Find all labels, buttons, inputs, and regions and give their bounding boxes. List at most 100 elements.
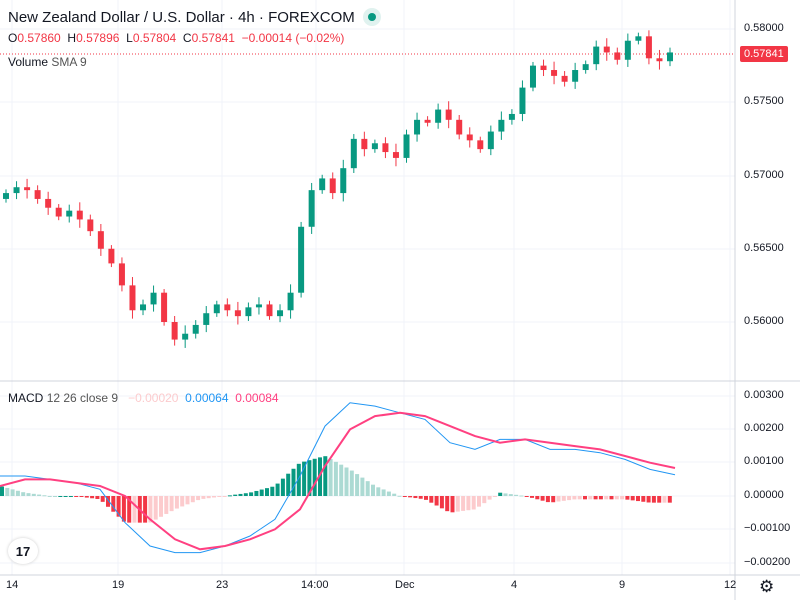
macd-histogram-bar <box>598 496 603 500</box>
macd-histogram-bar <box>434 496 439 506</box>
macd-histogram-bar <box>233 494 238 496</box>
macd-histogram-bar <box>540 496 545 501</box>
macd-histogram-bar <box>492 496 497 497</box>
candle <box>603 46 610 53</box>
macd-histogram-bar <box>58 496 63 497</box>
macd-histogram-bar <box>567 496 572 501</box>
ohlc-legend: O0.57860 H0.57896 L0.57804 C0.57841 −0.0… <box>8 31 345 45</box>
macd-histogram-bar <box>408 496 413 498</box>
macd-histogram-bar <box>270 486 275 496</box>
candle <box>403 134 410 158</box>
macd-histogram-bar <box>646 496 651 503</box>
macd-histogram-bar <box>100 496 105 502</box>
macd-histogram-bar <box>159 496 163 517</box>
candle <box>487 131 494 150</box>
candle <box>171 322 178 340</box>
candle <box>234 310 241 317</box>
candle <box>245 307 252 317</box>
macd-histogram-bar <box>206 496 211 499</box>
macd-histogram-bar <box>212 496 216 498</box>
macd-histogram-bar <box>174 496 179 509</box>
candle <box>224 304 231 311</box>
macd-histogram-bar <box>127 496 132 523</box>
macd-histogram-bar <box>296 463 301 496</box>
candle <box>266 304 273 317</box>
macd-histogram-bar <box>588 496 593 500</box>
macd-histogram-bar <box>386 491 391 496</box>
macd-histogram-bar <box>312 458 317 496</box>
macd-histogram-bar <box>466 496 471 511</box>
macd-histogram-bar <box>84 496 89 498</box>
macd-histogram-bar <box>524 496 529 497</box>
macd-histogram-bar <box>169 496 174 512</box>
price-axis-label: 0.57000 <box>744 169 784 181</box>
macd-axis-label: 0.00200 <box>744 422 784 434</box>
tradingview-logo[interactable]: 17 <box>8 538 38 564</box>
price-axis-label: 0.56000 <box>744 315 784 327</box>
macd-histogram-bar <box>344 467 349 496</box>
macd-histogram-bar <box>508 494 513 496</box>
price-axis-label: 0.56500 <box>744 242 784 254</box>
candle <box>635 36 642 41</box>
macd-histogram-bar <box>227 495 232 497</box>
macd-histogram-bar <box>455 496 460 512</box>
macd-axis-label: −0.00200 <box>744 556 791 568</box>
candle <box>319 178 326 191</box>
candle <box>656 58 663 62</box>
candle <box>45 198 52 208</box>
macd-histogram-bar <box>47 495 52 497</box>
candle <box>308 190 315 227</box>
candle <box>477 140 484 150</box>
candle <box>508 113 515 120</box>
macd-histogram-bar <box>503 493 508 496</box>
macd-histogram-bar <box>37 494 42 496</box>
macd-histogram-bar <box>593 496 598 500</box>
macd-histogram-bar <box>318 457 322 496</box>
settings-gear-icon[interactable]: ⚙ <box>759 577 775 596</box>
macd-histogram-bar <box>365 481 370 496</box>
candle <box>182 333 189 340</box>
macd-histogram-bar <box>15 490 20 496</box>
macd-histogram-bar <box>21 492 26 496</box>
macd-histogram-bar <box>609 496 614 500</box>
macd-histogram-bar <box>90 496 95 499</box>
macd-line <box>0 402 676 554</box>
macd-histogram-bar <box>63 496 68 497</box>
volume-legend[interactable]: Volume SMA 9 <box>8 55 87 69</box>
macd-histogram-bar <box>641 496 646 502</box>
macd-histogram-bar <box>461 496 466 511</box>
macd-histogram-bar <box>545 496 550 503</box>
time-axis-label: Dec <box>395 579 415 591</box>
macd-histogram-bar <box>514 494 519 496</box>
candle <box>34 190 41 199</box>
macd-histogram-bar <box>651 496 656 503</box>
macd-histogram-bar <box>222 496 227 497</box>
macd-histogram-bar <box>561 496 566 501</box>
macd-histogram-bar <box>381 489 386 496</box>
macd-histogram-bar <box>68 496 73 497</box>
macd-histogram-bar <box>418 496 423 499</box>
candle <box>24 187 31 191</box>
candle <box>551 70 558 76</box>
macd-histogram-bar <box>238 493 243 496</box>
candle <box>140 304 147 311</box>
macd-histogram-bar <box>116 496 121 517</box>
candle <box>582 64 589 71</box>
macd-histogram-bar <box>31 493 36 496</box>
macd-histogram-bar <box>53 496 57 497</box>
symbol-title[interactable]: New Zealand Dollar / U.S. Dollar · 4h · … <box>8 8 355 26</box>
macd-histogram-bar <box>439 496 444 509</box>
macd-histogram-bar <box>551 496 556 503</box>
macd-histogram-bar <box>614 496 619 500</box>
candle <box>255 304 262 308</box>
macd-legend[interactable]: MACD 12 26 close 9 −0.00020 0.00064 0.00… <box>8 391 279 405</box>
macd-histogram-bar <box>471 496 476 510</box>
macd-histogram-bar <box>291 468 296 496</box>
candle <box>624 40 631 60</box>
macd-histogram-bar <box>636 496 640 502</box>
candle <box>118 263 125 286</box>
macd-axis-label: 0.00300 <box>744 389 784 401</box>
macd-histogram-bar <box>577 496 582 500</box>
macd-histogram-bar <box>307 460 312 496</box>
